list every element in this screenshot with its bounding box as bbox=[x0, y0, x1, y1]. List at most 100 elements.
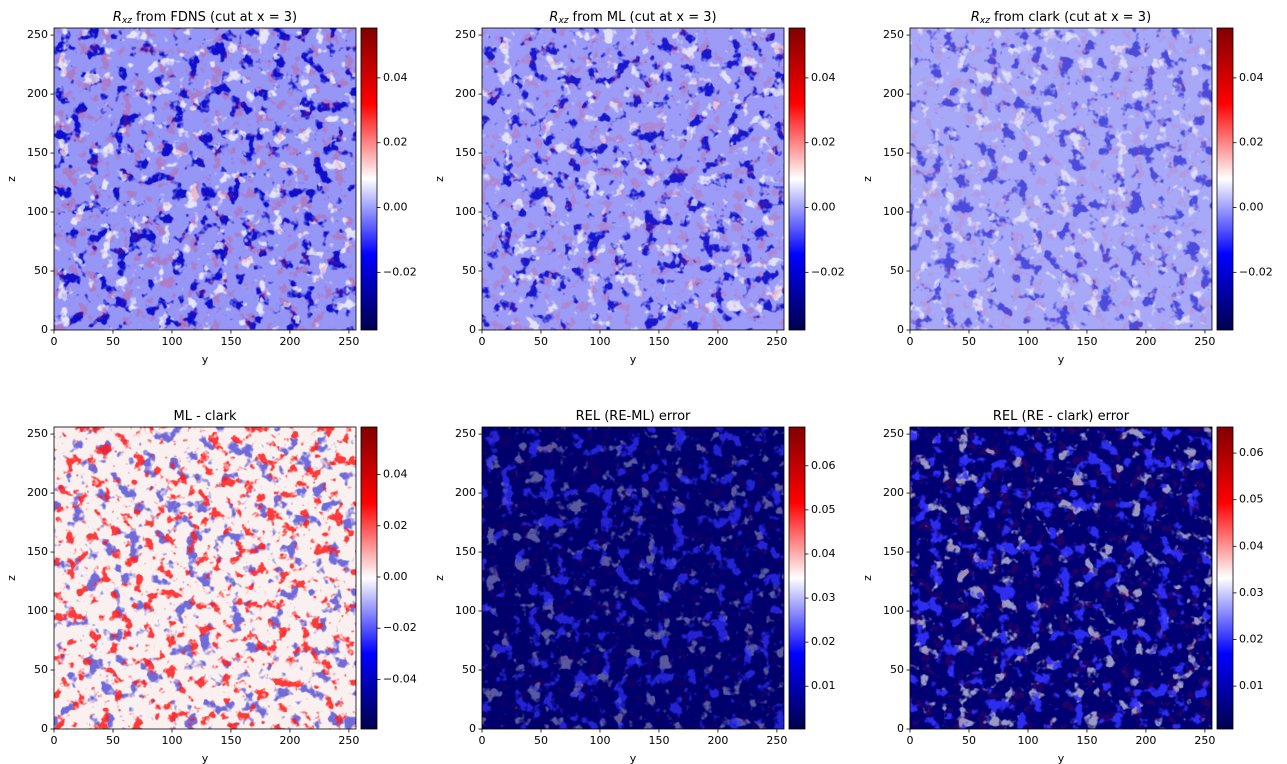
y-axis-label: z bbox=[861, 176, 874, 182]
x-tick-label: 100 bbox=[1017, 734, 1038, 747]
panel-title: REL (RE-ML) error bbox=[576, 409, 691, 424]
colorbar-tick-label: 0.04 bbox=[811, 547, 836, 560]
field-texture bbox=[482, 28, 784, 330]
y-tick-label: 100 bbox=[27, 604, 48, 617]
y-tick-label: 50 bbox=[462, 264, 476, 277]
y-tick-label: 50 bbox=[890, 264, 904, 277]
y-tick-label: 0 bbox=[897, 722, 904, 735]
y-tick-label: 200 bbox=[883, 87, 904, 100]
colorbar-tick-label: 0.00 bbox=[383, 570, 408, 583]
panel: Rxz from FDNS (cut at x = 3) 0 50 100 150 200 2… bbox=[5, 10, 417, 367]
y-tick-label: 250 bbox=[27, 427, 48, 440]
x-tick-label: 250 bbox=[338, 335, 359, 348]
x-tick-label: 100 bbox=[589, 734, 610, 747]
x-tick-label: 50 bbox=[962, 734, 976, 747]
title-text: REL (RE-ML) error bbox=[576, 409, 691, 424]
panel: Rxz from ML (cut at x = 3) 0 50 100 150 200 250… bbox=[433, 10, 845, 367]
colorbar bbox=[361, 427, 377, 729]
x-tick-label: 100 bbox=[161, 335, 182, 348]
x-tick-label: 100 bbox=[1017, 335, 1038, 348]
x-tick-label: 250 bbox=[766, 335, 787, 348]
y-tick-label: 200 bbox=[455, 486, 476, 499]
field-texture bbox=[910, 28, 1212, 330]
x-axis-label: y bbox=[1058, 353, 1065, 366]
x-tick-label: 50 bbox=[106, 734, 120, 747]
title-symbol: R bbox=[549, 10, 558, 25]
x-tick-label: 250 bbox=[1194, 335, 1215, 348]
panel-title: Rxz from ML (cut at x = 3) bbox=[549, 10, 716, 26]
x-tick-label: 50 bbox=[534, 734, 548, 747]
y-tick-label: 50 bbox=[890, 663, 904, 676]
colorbar-frame bbox=[788, 27, 806, 331]
panel: Rxz from clark (cut at x = 3) 0 50 100 150 200… bbox=[861, 10, 1273, 367]
colorbar-tick-label: 0.04 bbox=[811, 71, 836, 84]
y-tick-label: 0 bbox=[897, 323, 904, 336]
x-tick-label: 0 bbox=[479, 734, 486, 747]
x-tick-label: 200 bbox=[1135, 734, 1156, 747]
title-symbol: R bbox=[971, 10, 980, 25]
y-tick-label: 200 bbox=[27, 486, 48, 499]
x-tick-label: 150 bbox=[648, 734, 669, 747]
x-tick-label: 200 bbox=[279, 734, 300, 747]
x-tick-label: 0 bbox=[51, 734, 58, 747]
colorbar-tick-label: 0.02 bbox=[383, 136, 408, 149]
colorbar-tick-label: 0.01 bbox=[811, 679, 836, 692]
colorbar-tick-label: 0.02 bbox=[1239, 633, 1264, 646]
x-tick-label: 200 bbox=[279, 335, 300, 348]
colorbar-tick-label: 0.02 bbox=[811, 136, 836, 149]
x-tick-label: 150 bbox=[1076, 734, 1097, 747]
x-tick-label: 0 bbox=[907, 335, 914, 348]
colorbar-tick-label: −0.04 bbox=[383, 672, 417, 685]
colorbar-tick-label: 0.05 bbox=[811, 503, 836, 516]
y-tick-label: 250 bbox=[883, 28, 904, 41]
panel-title: Rxz from FDNS (cut at x = 3) bbox=[113, 10, 297, 26]
colorbar-frame bbox=[360, 426, 378, 730]
y-tick-label: 150 bbox=[27, 545, 48, 558]
plot-frame bbox=[909, 27, 1213, 331]
plot-frame bbox=[481, 426, 785, 730]
title-text: from FDNS (cut at x = 3) bbox=[136, 10, 297, 25]
x-tick-label: 50 bbox=[962, 335, 976, 348]
x-tick-label: 100 bbox=[589, 335, 610, 348]
x-tick-label: 200 bbox=[1135, 335, 1156, 348]
y-tick-label: 100 bbox=[455, 205, 476, 218]
x-tick-label: 100 bbox=[161, 734, 182, 747]
y-tick-label: 100 bbox=[455, 604, 476, 617]
title-text: from ML (cut at x = 3) bbox=[573, 10, 717, 25]
y-tick-label: 200 bbox=[455, 87, 476, 100]
colorbar-tick-label: 0.06 bbox=[811, 459, 836, 472]
x-tick-label: 200 bbox=[707, 335, 728, 348]
y-tick-label: 150 bbox=[883, 545, 904, 558]
y-tick-label: 0 bbox=[41, 722, 48, 735]
colorbar-frame bbox=[1216, 426, 1234, 730]
colorbar-tick-label: 0.02 bbox=[811, 635, 836, 648]
colorbar-tick-label: 0.00 bbox=[1239, 201, 1264, 214]
title-text: ML - clark bbox=[173, 409, 236, 424]
y-tick-label: 0 bbox=[469, 722, 476, 735]
colorbar-tick-label: 0.06 bbox=[1239, 446, 1264, 459]
x-tick-label: 250 bbox=[338, 734, 359, 747]
y-axis-label: z bbox=[433, 176, 446, 182]
x-axis-label: y bbox=[202, 353, 209, 366]
colorbar-frame bbox=[1216, 27, 1234, 331]
colorbar bbox=[1217, 28, 1233, 330]
panel-title: Rxz from clark (cut at x = 3) bbox=[971, 10, 1151, 26]
colorbar bbox=[361, 28, 377, 330]
colorbar-tick-label: 0.04 bbox=[383, 71, 408, 84]
field-texture bbox=[910, 427, 1212, 729]
colorbar bbox=[789, 28, 805, 330]
colorbar-tick-label: 0.01 bbox=[1239, 679, 1264, 692]
y-tick-label: 150 bbox=[883, 146, 904, 159]
colorbar-tick-label: 0.03 bbox=[811, 591, 836, 604]
x-tick-label: 250 bbox=[1194, 734, 1215, 747]
plot-frame bbox=[909, 426, 1213, 730]
colorbar-tick-label: 0.04 bbox=[1239, 539, 1264, 552]
plot-frame bbox=[481, 27, 785, 331]
title-text: REL (RE - clark) error bbox=[993, 409, 1130, 424]
colorbar bbox=[1217, 427, 1233, 729]
colorbar-tick-label: 0.05 bbox=[1239, 493, 1264, 506]
x-axis-label: y bbox=[630, 353, 637, 366]
y-tick-label: 100 bbox=[883, 604, 904, 617]
colorbar-tick-label: −0.02 bbox=[383, 621, 417, 634]
